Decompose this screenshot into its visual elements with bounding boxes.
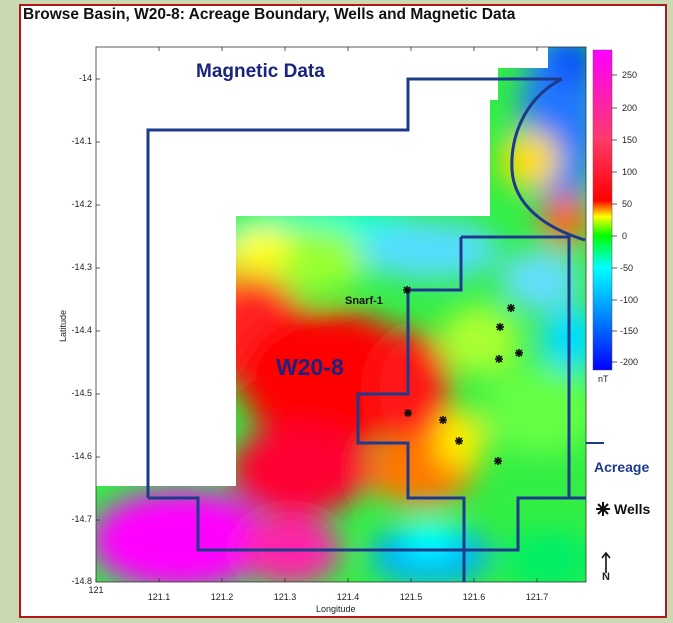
y-tick-label: -14.4 xyxy=(71,325,92,335)
x-tick-label: 121.4 xyxy=(336,592,360,602)
x-tick-label: 121.1 xyxy=(147,592,171,602)
acreage-boundary xyxy=(146,77,586,582)
y-tick-label: -14.3 xyxy=(71,262,92,272)
x-tick-label: 121.3 xyxy=(273,592,297,602)
colorbar-ticks xyxy=(612,74,617,363)
magnetic-data-label: Magnetic Data xyxy=(196,61,325,82)
colorbar-tick-label: 50 xyxy=(622,199,633,209)
wells xyxy=(403,286,523,465)
y-tick-label: -14.5 xyxy=(71,388,92,398)
north-label: N xyxy=(602,571,610,583)
colorbar-tick-label: -100 xyxy=(620,295,639,305)
x-tick-label: 121.5 xyxy=(399,592,423,602)
acreage-legend-label: Acreage xyxy=(594,459,650,475)
y-tick-label: -14.7 xyxy=(71,514,92,524)
well-marker xyxy=(515,349,523,357)
well-marker xyxy=(494,457,502,465)
x-tick-label: 121.7 xyxy=(525,592,549,602)
colorbar-tick-label: 250 xyxy=(622,70,638,80)
north-arrow-icon xyxy=(601,551,611,573)
y-tick-label: -14.2 xyxy=(71,199,92,209)
y-axis-label: Latitude xyxy=(58,309,68,342)
well-name-label: Snarf-1 xyxy=(345,295,383,307)
well-marker xyxy=(496,323,504,331)
well-marker xyxy=(455,437,463,445)
block-label: W20-8 xyxy=(276,354,344,380)
y-tick-label: -14.1 xyxy=(71,136,92,146)
colorbar-tick-label: -150 xyxy=(620,326,639,336)
colorbar-tick-label: 200 xyxy=(622,103,638,113)
well-marker xyxy=(507,304,515,312)
well-snarf-1 xyxy=(403,286,411,294)
colorbar-tick-label: 150 xyxy=(622,135,638,145)
colorbar-tick-label: -200 xyxy=(620,357,639,367)
colorbar-unit: nT xyxy=(598,374,609,384)
x-tick-label: 121.2 xyxy=(210,592,234,602)
y-tick-label: -14 xyxy=(78,73,92,83)
colorbar-tick-label: 0 xyxy=(622,231,628,241)
colorbar xyxy=(592,49,613,371)
figure-title: Browse Basin, W20-8: Acreage Boundary, W… xyxy=(23,6,516,23)
x-axis-label: Longitude xyxy=(316,604,356,614)
x-tick-label: 121.6 xyxy=(462,592,486,602)
colorbar-tick-label: 100 xyxy=(622,167,638,177)
well-marker xyxy=(404,409,412,417)
y-tick-label: -14.8 xyxy=(71,576,92,586)
axis-ticks xyxy=(95,47,538,582)
x-tick-label: 121 xyxy=(88,585,104,595)
wells-legend-label: Wells xyxy=(614,501,651,517)
well-marker xyxy=(495,355,503,363)
well-marker xyxy=(439,416,447,424)
y-tick-label: -14.6 xyxy=(71,451,92,461)
wells-legend-icon xyxy=(596,502,610,516)
colorbar-tick-label: -50 xyxy=(620,263,634,273)
